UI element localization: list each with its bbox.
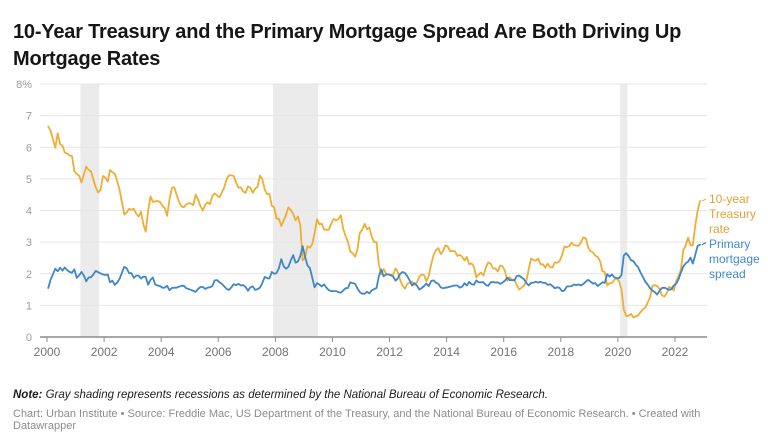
x-tick-label: 2004 [148, 345, 175, 359]
source-caption: Chart: Urban Institute • Source: Freddie… [13, 408, 701, 432]
y-tick-label: 1 [26, 300, 32, 312]
y-tick-label: 5 [26, 174, 32, 186]
y-tick-label: 7 [26, 111, 32, 123]
page-title: 10-Year Treasury and the Primary Mortgag… [13, 21, 682, 70]
x-tick-label: 2016 [490, 345, 517, 359]
x-tick-label: 2006 [205, 345, 232, 359]
legend-treasury-rate: 10-year Treasury rate [709, 192, 756, 236]
x-tick-label: 2022 [662, 345, 689, 359]
x-tick-label: 2014 [433, 345, 460, 359]
x-tick-label: 2000 [34, 345, 61, 359]
x-tick-label: 2020 [605, 345, 632, 359]
legend-connector-dash [701, 242, 707, 246]
y-tick-label: 2 [26, 269, 32, 281]
x-tick-label: 2010 [319, 345, 346, 359]
x-tick-label: 2012 [376, 345, 403, 359]
y-tick-label: 8% [16, 79, 32, 91]
x-tick-label: 2018 [547, 345, 574, 359]
mortgage-spread-line [47, 243, 701, 296]
y-tick-label: 6 [26, 142, 32, 154]
y-tick-label: 3 [26, 237, 32, 249]
note-text: Note: Gray shading represents recessions… [13, 388, 549, 401]
x-tick-label: 2008 [262, 345, 289, 359]
note-label: Note: [13, 388, 43, 401]
treasury-rate-line [47, 125, 701, 319]
y-tick-label: 4 [26, 206, 32, 218]
legend-mortgage-spread: Primary mortgage spread [709, 237, 760, 281]
y-tick-label: 0 [26, 332, 32, 344]
x-tick-label: 2002 [91, 345, 118, 359]
legend-connector-dash [701, 198, 707, 202]
